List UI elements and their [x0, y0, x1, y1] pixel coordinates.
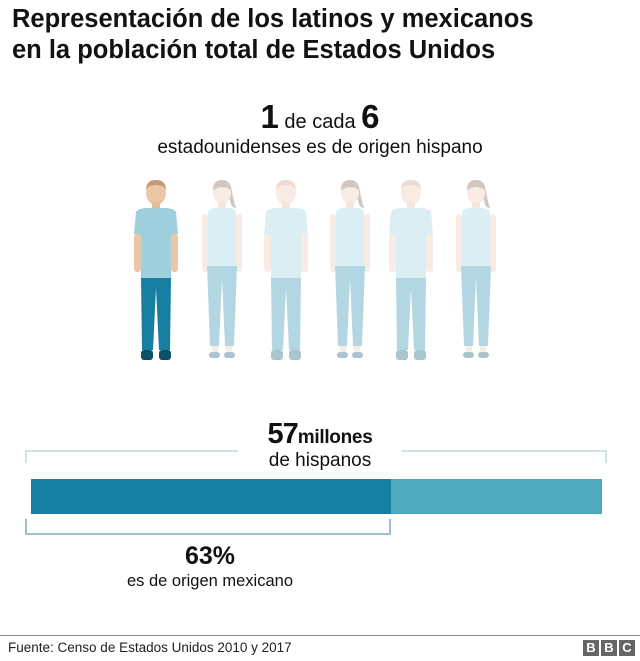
- mexican-caption: es de origen mexicano: [126, 572, 293, 590]
- bbc-logo: B B C: [583, 640, 635, 656]
- person-icon-female: [320, 178, 380, 368]
- pictogram: [0, 178, 640, 368]
- bbc-logo-letter: B: [583, 640, 599, 656]
- ratio-caption: estadounidenses es de origen hispano: [157, 137, 483, 158]
- ratio-denominator: 6: [361, 98, 380, 135]
- source-note: Fuente: Censo de Estados Unidos 2010 y 2…: [8, 640, 292, 655]
- footer-divider: [0, 635, 640, 636]
- total-label: 57millones de hispanos: [238, 418, 402, 472]
- chart-title-line1: Representación de los latinos y mexicano…: [12, 5, 534, 33]
- ratio-callout: 1 de cada 6 estadounidenses es de origen…: [0, 100, 640, 159]
- bbc-logo-letter: B: [601, 640, 617, 656]
- ratio-numerator: 1: [260, 98, 279, 135]
- person-icon-highlighted-male: [126, 178, 186, 368]
- total-caption: de hispanos: [268, 450, 372, 471]
- person-icon-male: [256, 178, 316, 368]
- chart-title: Representación de los latinos y mexicano…: [12, 4, 632, 66]
- chart-title-line2: en la población total de Estados Unidos: [12, 36, 496, 64]
- total-unit: millones: [297, 427, 373, 448]
- stacked-bar: [31, 479, 602, 514]
- mexican-percent: 63%: [184, 542, 236, 570]
- mexican-bracket: [25, 519, 391, 535]
- person-icon-female: [446, 178, 506, 368]
- person-icon-male: [381, 178, 441, 368]
- bbc-logo-letter: C: [619, 640, 635, 656]
- mexican-label: 63% es de origen mexicano: [80, 542, 340, 592]
- ratio-connector: de cada: [284, 111, 356, 133]
- person-icon-female: [192, 178, 252, 368]
- bar-segment-mexican: [31, 479, 391, 514]
- total-number: 57: [267, 418, 299, 450]
